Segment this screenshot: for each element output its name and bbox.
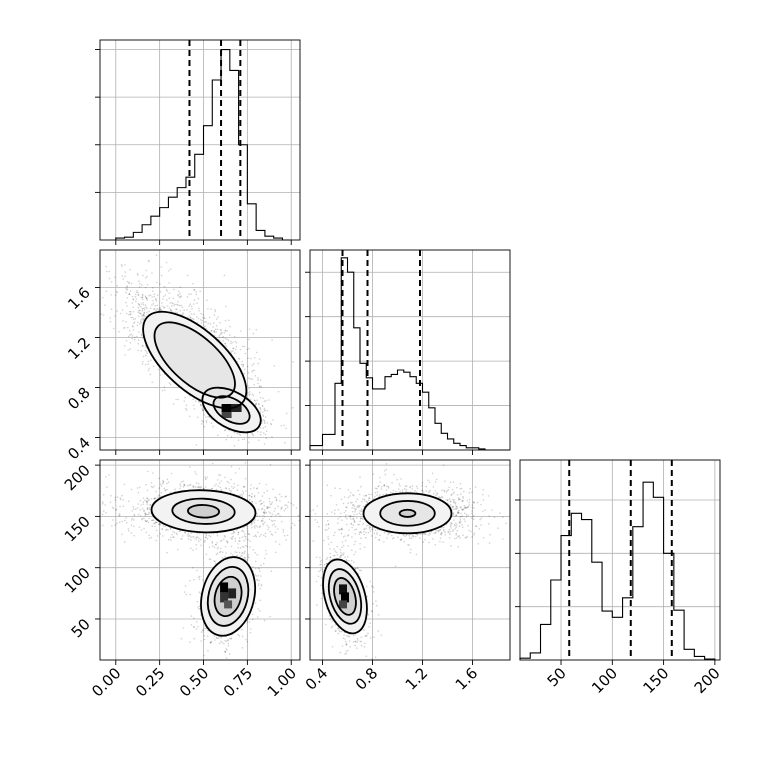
density-core-cell [220,592,229,603]
density-core-cell [220,582,229,593]
contour-line [333,577,357,616]
p2-p3-xtick-label-3: 1.6 [452,664,482,694]
p1-p3-xtick-label-4: 1.00 [264,664,300,700]
p1-p3-xtick-label-2: 0.50 [176,664,212,700]
p1-p2-ytick-label-2: 1.2 [64,334,94,364]
p2-histogram-steps [309,257,510,451]
contour-line [327,568,363,625]
density-core-cell [341,592,349,603]
contour-line [213,575,243,617]
histogram-panel-p1 [95,39,301,245]
density-fill [399,509,416,517]
contour-line [398,508,417,518]
p1-hist-frame [99,39,301,241]
p1-p3-ytick-label-3: 200 [61,461,94,494]
contour-line [362,492,453,535]
p1-p3-xtick-label-3: 0.75 [220,664,256,700]
scatter-panel-p1-p3: 50 100 150 200 0.00 0.25 0.50 0.75 1.00 [61,459,301,700]
p3-hist-xtick-label-3: 200 [691,664,724,697]
contour-line [187,504,221,519]
histogram-panel-p3: 50 100 150 200 [515,459,724,697]
contour-line [206,566,250,627]
contour-line [379,500,436,527]
p1-p2-ytick-label-0: 0.4 [64,434,94,464]
p1-p2-ytick-label-1: 0.8 [64,384,94,414]
contour-line [150,489,257,534]
scatter-panel-p2-p3: 0.4 0.8 1.2 1.6 [302,459,511,694]
p3-histogram-steps [519,481,716,660]
p1-p3-ytick-label-1: 100 [61,564,94,597]
p1-p2-ytick-label-3: 1.6 [64,284,94,314]
p1-p3-ytick-label-0: 50 [68,615,94,641]
p1-p3-xtick-label-1: 0.25 [132,664,168,700]
p3-hist-xtick-label-1: 100 [588,664,621,697]
density-core-cell [224,600,233,609]
p2-hist-frame [309,249,511,451]
density-fill [187,504,220,518]
density-core-cell [339,584,347,595]
p1-p3-xtick-label-0: 0.00 [88,664,124,700]
p3-hist-frame [519,459,721,661]
density-core-cell [228,588,237,599]
p1-histogram-steps [115,48,292,241]
contour-line [212,395,251,425]
p2-p3-xtick-label-2: 1.2 [402,664,432,694]
p1-p3-ytick-label-2: 150 [61,513,94,546]
density-core-cell [339,600,347,609]
p2-p3-xtick-label-0: 0.4 [302,664,332,694]
p2-p3-xtick-label-1: 0.8 [352,664,382,694]
sc-p1-p2-frame [99,249,301,451]
p3-hist-xtick-label-2: 150 [639,664,672,697]
contour-line [171,497,236,525]
p3-hist-xtick-label-0: 50 [544,664,570,690]
density-fill [154,322,236,398]
sc-p1-p3-frame [99,459,301,661]
contour-line [322,558,368,635]
contour-line [201,386,262,434]
scatter-panel-p1-p2: 0.4 0.8 1.2 1.6 [64,249,301,464]
contour-line [153,321,236,399]
histogram-panel-p2 [305,249,511,455]
contour-line [200,556,256,637]
sc-p2-p3-frame [309,459,511,661]
density-core-cell [221,412,232,418]
density-core-cell [231,404,242,412]
